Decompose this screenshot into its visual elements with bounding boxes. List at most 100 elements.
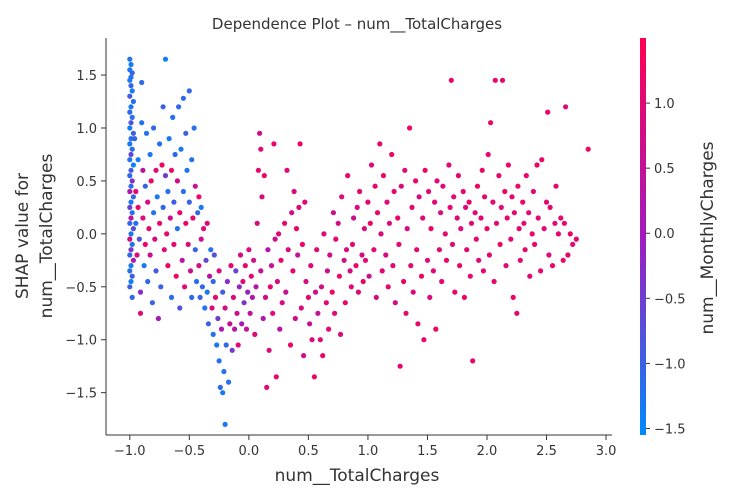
scatter-point — [284, 167, 290, 173]
scatter-point — [178, 146, 184, 152]
scatter-point — [174, 226, 180, 232]
scatter-point — [362, 257, 369, 263]
scatter-point — [466, 199, 472, 205]
scatter-point — [204, 220, 210, 226]
scatter-point — [128, 278, 134, 285]
scatter-point — [380, 173, 386, 179]
scatter-point — [361, 226, 367, 232]
scatter-points — [127, 56, 591, 427]
scatter-point — [127, 236, 133, 242]
scatter-point — [484, 226, 490, 232]
scatter-point — [561, 220, 568, 226]
scatter-point — [145, 199, 151, 205]
scatter-point — [541, 226, 547, 232]
scatter-point — [282, 220, 288, 226]
scatter-point — [260, 315, 266, 322]
scatter-point — [290, 268, 296, 274]
scatter-point — [196, 263, 202, 269]
scatter-point — [463, 204, 469, 210]
scatter-point — [127, 157, 133, 163]
scatter-point — [357, 188, 363, 195]
scatter-point — [302, 199, 308, 205]
scatter-point — [377, 141, 383, 147]
scatter-point — [367, 220, 373, 226]
scatter-point — [268, 263, 275, 269]
scatter-point — [218, 326, 225, 332]
x-tick-label: 0.5 — [298, 444, 319, 459]
scatter-point — [308, 263, 314, 269]
scatter-point — [473, 236, 479, 242]
scatter-point — [128, 83, 134, 89]
scatter-point — [183, 130, 189, 136]
scatter-point — [209, 305, 215, 311]
scatter-point — [532, 241, 538, 247]
scatter-point — [336, 273, 342, 279]
scatter-point — [414, 247, 420, 253]
scatter-point — [127, 125, 133, 131]
scatter-point — [193, 278, 200, 285]
scatter-point — [186, 88, 192, 94]
scatter-point — [508, 236, 514, 242]
scatter-point — [127, 188, 133, 195]
scatter-point — [177, 305, 183, 311]
scatter-point — [153, 167, 159, 173]
scatter-point — [514, 310, 520, 316]
scatter-point — [234, 310, 240, 316]
scatter-point — [197, 294, 203, 300]
scatter-point — [360, 278, 366, 285]
scatter-point — [522, 247, 528, 253]
scatter-point — [543, 199, 550, 205]
scatter-point — [129, 273, 135, 279]
scatter-point — [312, 289, 319, 295]
scatter-point — [480, 268, 486, 274]
scatter-point — [180, 95, 186, 101]
scatter-point — [170, 114, 176, 120]
scatter-point — [203, 257, 209, 263]
scatter-point — [127, 220, 133, 226]
scatter-point — [476, 257, 482, 263]
scatter-point — [534, 162, 540, 168]
scatter-point — [207, 273, 213, 279]
scatter-point — [128, 120, 134, 126]
y-axis-label: SHAP value for — [13, 173, 33, 299]
scatter-point — [142, 183, 148, 189]
scatter-point — [220, 289, 226, 295]
scatter-point — [216, 358, 222, 364]
scatter-point — [255, 167, 261, 173]
scatter-point — [353, 263, 359, 269]
scatter-point — [421, 337, 427, 343]
scatter-point — [199, 284, 205, 290]
scatter-point — [140, 167, 146, 173]
scatter-point — [297, 141, 303, 147]
scatter-point — [355, 289, 361, 295]
scatter-point — [208, 247, 214, 253]
scatter-point — [309, 337, 315, 343]
scatter-point — [515, 183, 521, 189]
scatter-point — [222, 421, 228, 427]
scatter-point — [147, 151, 153, 158]
scatter-point — [166, 136, 172, 142]
y-axis-label-line1: SHAP value for — [13, 173, 33, 299]
scatter-point — [327, 252, 333, 258]
scatter-point — [189, 294, 195, 300]
scatter-point — [426, 188, 432, 195]
scatter-point — [201, 226, 207, 232]
scatter-point — [511, 210, 517, 216]
scatter-point — [129, 70, 135, 76]
scatter-point — [492, 77, 498, 83]
scatter-point — [391, 188, 397, 195]
colorbar-label: num__MonthlyCharges — [698, 141, 718, 334]
scatter-point — [455, 173, 461, 179]
scatter-point — [354, 204, 360, 210]
scatter-point — [216, 268, 222, 274]
scatter-point — [287, 342, 294, 348]
colorbar-tick-label: 0.0 — [654, 227, 675, 242]
scatter-point — [157, 141, 163, 147]
scatter-point — [451, 194, 457, 200]
y-tick-label: −1.0 — [65, 334, 97, 349]
scatter-point — [152, 236, 158, 242]
scatter-point — [428, 226, 434, 232]
scatter-point — [214, 342, 220, 348]
scatter-point — [585, 146, 591, 152]
scatter-point — [127, 204, 133, 210]
